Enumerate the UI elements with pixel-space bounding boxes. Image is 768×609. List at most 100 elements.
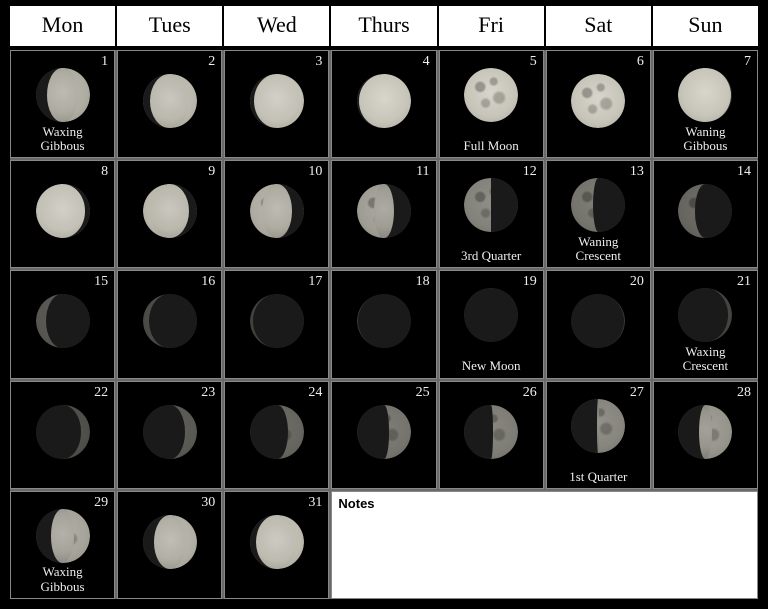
moon-icon: [464, 405, 518, 459]
moon-icon: [36, 184, 90, 238]
moon-icon: [678, 68, 732, 122]
calendar-cell: 3: [224, 50, 329, 158]
moon-phase-calendar: Mon Tues Wed Thurs Fri Sat Sun 1 Waxing G…: [0, 0, 768, 609]
day-number: 9: [208, 164, 215, 180]
day-number: 4: [423, 54, 430, 70]
moon-icon: [678, 184, 732, 238]
moon-icon: [357, 74, 411, 128]
day-number: 11: [416, 164, 429, 180]
calendar-cell: 18: [331, 270, 436, 378]
day-number: 29: [94, 495, 108, 511]
notes-label: Notes: [338, 496, 751, 511]
moon-icon: [36, 509, 90, 563]
day-number: 25: [416, 385, 430, 401]
calendar-cell: 28: [653, 381, 758, 489]
calendar-cell: 6: [546, 50, 651, 158]
calendar-cell: 22: [10, 381, 115, 489]
phase-label: Waxing Gibbous: [11, 125, 114, 154]
calendar-cell: 11: [331, 160, 436, 268]
day-number: 31: [308, 495, 322, 511]
moon-icon: [357, 294, 411, 348]
moon-icon: [464, 178, 518, 232]
moon-icon: [571, 399, 625, 453]
calendar-cell: 27 1st Quarter: [546, 381, 651, 489]
day-number: 16: [201, 274, 215, 290]
phase-label: Waning Crescent: [547, 235, 650, 264]
moon-icon: [143, 294, 197, 348]
weekday-header: Thurs: [331, 6, 436, 46]
calendar-cell: 25: [331, 381, 436, 489]
weekday-header: Wed: [224, 6, 329, 46]
day-number: 8: [101, 164, 108, 180]
moon-icon: [143, 184, 197, 238]
calendar-cell: 26: [439, 381, 544, 489]
weekday-header: Fri: [439, 6, 544, 46]
calendar-cell: 4: [331, 50, 436, 158]
day-number: 3: [315, 54, 322, 70]
day-number: 12: [523, 164, 537, 180]
notes-area: Notes: [331, 491, 758, 599]
calendar-cell: 21Waxing Crescent: [653, 270, 758, 378]
moon-icon: [357, 184, 411, 238]
phase-label: Waxing Gibbous: [11, 565, 114, 594]
day-number: 20: [630, 274, 644, 290]
calendar-cell: 14: [653, 160, 758, 268]
calendar-cell: 30: [117, 491, 222, 599]
day-number: 2: [208, 54, 215, 70]
calendar-cell: 31: [224, 491, 329, 599]
day-number: 30: [201, 495, 215, 511]
calendar-cell: 10: [224, 160, 329, 268]
calendar-cell: 13Waning Crescent: [546, 160, 651, 268]
day-number: 28: [737, 385, 751, 401]
moon-icon: [36, 294, 90, 348]
weekday-header: Sun: [653, 6, 758, 46]
calendar-cell: 23: [117, 381, 222, 489]
day-number: 27: [630, 385, 644, 401]
moon-icon: [143, 74, 197, 128]
calendar-cell: 7Waning Gibbous: [653, 50, 758, 158]
phase-label: 1st Quarter: [547, 470, 650, 484]
day-number: 17: [308, 274, 322, 290]
day-number: 19: [523, 274, 537, 290]
weekday-header-row: Mon Tues Wed Thurs Fri Sat Sun: [10, 6, 758, 46]
day-number: 1: [101, 54, 108, 70]
moon-icon: [250, 405, 304, 459]
calendar-cell: 20: [546, 270, 651, 378]
moon-icon: [143, 515, 197, 569]
moon-icon: [36, 405, 90, 459]
day-number: 23: [201, 385, 215, 401]
moon-icon: [678, 288, 732, 342]
weekday-header: Mon: [10, 6, 115, 46]
calendar-cell: 123rd Quarter: [439, 160, 544, 268]
calendar-cell: 15: [10, 270, 115, 378]
moon-icon: [250, 294, 304, 348]
moon-icon: [143, 405, 197, 459]
phase-label: Waxing Crescent: [654, 345, 757, 374]
moon-icon: [571, 294, 625, 348]
day-number: 14: [737, 164, 751, 180]
calendar-cell: 9: [117, 160, 222, 268]
moon-icon: [464, 288, 518, 342]
day-number: 26: [523, 385, 537, 401]
day-number: 10: [308, 164, 322, 180]
day-number: 22: [94, 385, 108, 401]
calendar-grid: 1Waxing Gibbous2345Full Moon67Waning Gib…: [10, 50, 758, 599]
phase-label: Full Moon: [440, 139, 543, 153]
weekday-header: Sat: [546, 6, 651, 46]
day-number: 6: [637, 54, 644, 70]
calendar-cell: 2: [117, 50, 222, 158]
moon-icon: [464, 68, 518, 122]
calendar-cell: 16: [117, 270, 222, 378]
calendar-cell: 19 New Moon: [439, 270, 544, 378]
calendar-cell: 24: [224, 381, 329, 489]
day-number: 24: [308, 385, 322, 401]
day-number: 7: [744, 54, 751, 70]
moon-icon: [250, 184, 304, 238]
calendar-cell: 8: [10, 160, 115, 268]
day-number: 5: [530, 54, 537, 70]
day-number: 18: [416, 274, 430, 290]
moon-icon: [571, 74, 625, 128]
phase-label: New Moon: [440, 359, 543, 373]
calendar-cell: 1 Waxing Gibbous: [10, 50, 115, 158]
moon-icon: [678, 405, 732, 459]
